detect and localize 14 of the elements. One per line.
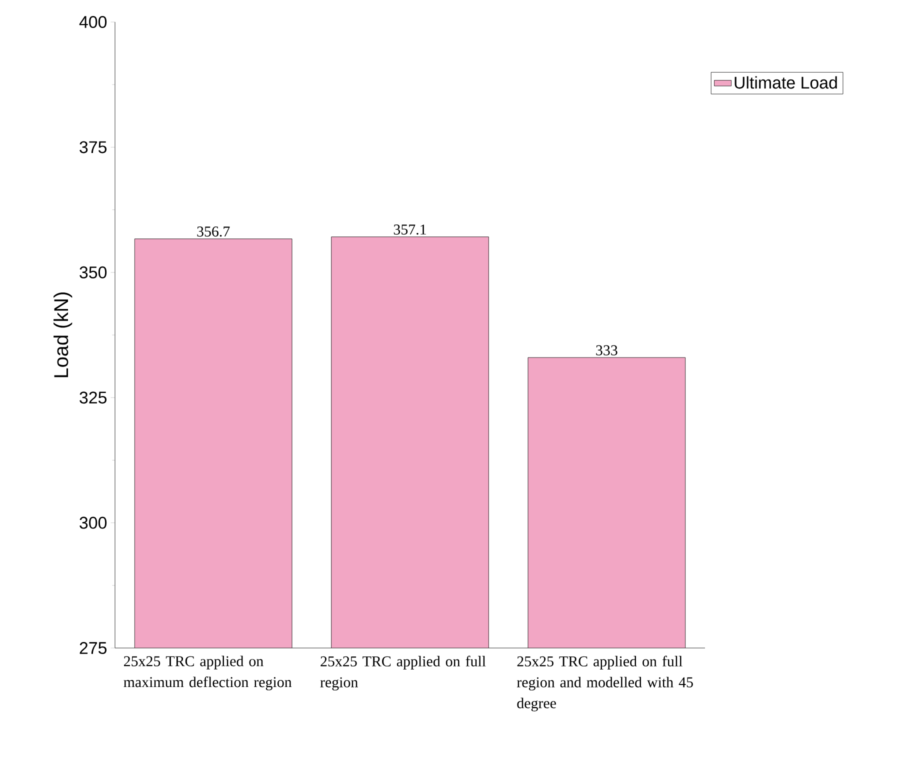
x-tick-label: 25x25 TRC applied on full region and modelled with 45 degree xyxy=(516,656,693,712)
y-tick-label: 400 xyxy=(79,16,107,28)
y-tick-label: 375 xyxy=(80,141,107,154)
y-axis-title: Load (kN) xyxy=(54,292,72,378)
data-label: 356.7 xyxy=(197,226,230,237)
y-tick-label: 275 xyxy=(80,642,107,654)
x-tick-label: 25x25 TRC applied on maximum deflection region xyxy=(124,656,292,690)
data-label: 333 xyxy=(596,345,618,356)
x-tick-label: 25x25 TRC applied on full region xyxy=(320,656,486,690)
y-tick-label: 325 xyxy=(80,392,107,404)
data-label: 357.1 xyxy=(394,224,426,235)
y-tick-label: 350 xyxy=(80,266,107,278)
legend-label: Ultimate Load xyxy=(734,76,837,89)
y-tick-label: 300 xyxy=(80,516,107,529)
